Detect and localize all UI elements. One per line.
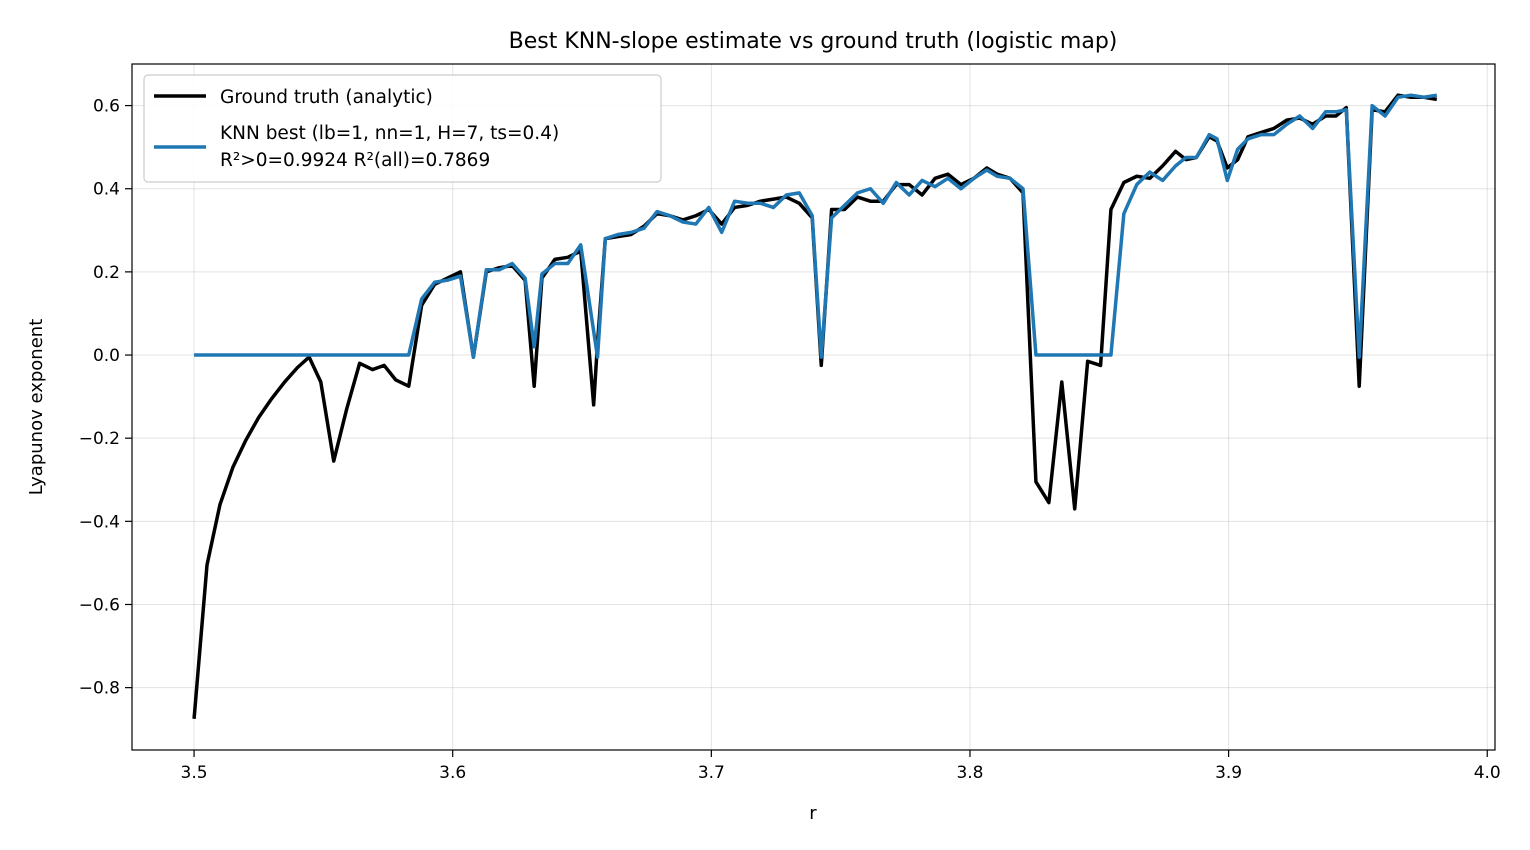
y-tick-label: 0.0: [93, 346, 120, 366]
y-tick-label: 0.4: [93, 180, 120, 200]
y-axis-label: Lyapunov exponent: [26, 319, 47, 495]
grid: [132, 64, 1495, 750]
y-tick-label: −0.8: [79, 679, 120, 699]
legend-label-knn-best: KNN best (lb=1, nn=1, H=7, ts=0.4): [220, 123, 559, 144]
legend-box: [143, 74, 662, 183]
y-tick-label: −0.4: [79, 512, 120, 532]
y-tick-label: −0.6: [79, 595, 120, 615]
y-tick-label: 0.6: [93, 97, 120, 117]
x-axis: 3.5 3.6 3.7 3.8 3.9 4.0: [181, 750, 1501, 783]
series-line-knn-best: [194, 93, 1438, 359]
x-tick-label: 3.5: [181, 763, 208, 783]
y-axis: −0.8 −0.6 −0.4 −0.2 0.0 0.2 0.4 0.6: [79, 97, 132, 699]
x-tick-label: 3.6: [439, 763, 466, 783]
series-layer: [192, 93, 1438, 719]
x-axis-label: r: [809, 803, 817, 824]
legend: Ground truth (analytic) KNN best (lb=1, …: [143, 74, 662, 183]
legend-label-knn-best-scores: R²>0=0.9924 R²(all)=0.7869: [220, 150, 490, 171]
x-tick-label: 4.0: [1474, 763, 1501, 783]
chart-title: Best KNN-slope estimate vs ground truth …: [509, 29, 1118, 54]
x-tick-label: 3.7: [698, 763, 725, 783]
plot-frame: [131, 63, 1496, 751]
x-tick-label: 3.8: [956, 763, 983, 783]
legend-label-ground-truth: Ground truth (analytic): [220, 87, 433, 108]
y-tick-label: 0.2: [93, 263, 120, 283]
x-tick-label: 3.9: [1215, 763, 1242, 783]
y-tick-label: −0.2: [79, 429, 120, 449]
